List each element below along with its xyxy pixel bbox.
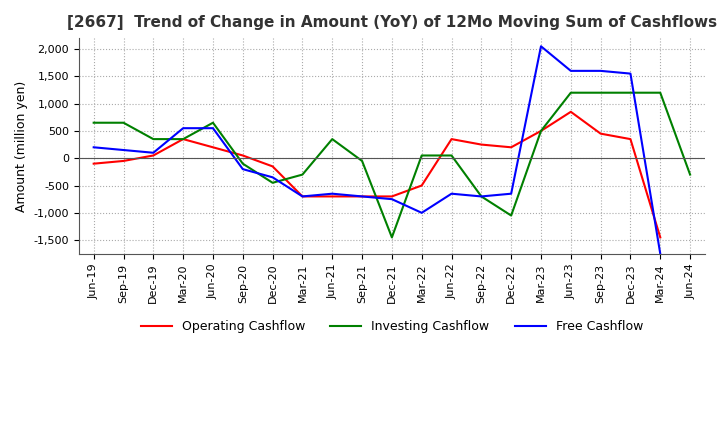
Investing Cashflow (89, 120, 98, 125)
Operating Cashflow (298, 194, 307, 199)
Investing Cashflow (418, 153, 426, 158)
Free Cashflow (656, 251, 665, 257)
Free Cashflow (626, 71, 635, 76)
Free Cashflow (209, 125, 217, 131)
Investing Cashflow (685, 172, 694, 177)
Free Cashflow (269, 175, 277, 180)
Free Cashflow (120, 147, 128, 153)
Free Cashflow (447, 191, 456, 196)
Operating Cashflow (238, 153, 247, 158)
Operating Cashflow (656, 235, 665, 240)
Free Cashflow (596, 68, 605, 73)
Investing Cashflow (536, 128, 545, 134)
Investing Cashflow (120, 120, 128, 125)
Investing Cashflow (209, 120, 217, 125)
Free Cashflow (418, 210, 426, 216)
Operating Cashflow (507, 145, 516, 150)
Investing Cashflow (238, 161, 247, 166)
Title: [2667]  Trend of Change in Amount (YoY) of 12Mo Moving Sum of Cashflows: [2667] Trend of Change in Amount (YoY) o… (67, 15, 717, 30)
Investing Cashflow (447, 153, 456, 158)
Operating Cashflow (536, 128, 545, 134)
Free Cashflow (328, 191, 336, 196)
Operating Cashflow (120, 158, 128, 164)
Line: Free Cashflow: Free Cashflow (94, 46, 660, 254)
Line: Investing Cashflow: Investing Cashflow (94, 93, 690, 237)
Operating Cashflow (447, 136, 456, 142)
Investing Cashflow (626, 90, 635, 95)
Investing Cashflow (179, 136, 187, 142)
Operating Cashflow (626, 136, 635, 142)
Investing Cashflow (328, 136, 336, 142)
Investing Cashflow (507, 213, 516, 218)
Free Cashflow (89, 145, 98, 150)
Investing Cashflow (149, 136, 158, 142)
Investing Cashflow (477, 194, 486, 199)
Free Cashflow (507, 191, 516, 196)
Y-axis label: Amount (million yen): Amount (million yen) (15, 81, 28, 212)
Operating Cashflow (477, 142, 486, 147)
Operating Cashflow (269, 164, 277, 169)
Legend: Operating Cashflow, Investing Cashflow, Free Cashflow: Operating Cashflow, Investing Cashflow, … (135, 315, 648, 338)
Free Cashflow (298, 194, 307, 199)
Investing Cashflow (567, 90, 575, 95)
Investing Cashflow (358, 158, 366, 164)
Operating Cashflow (149, 153, 158, 158)
Investing Cashflow (656, 90, 665, 95)
Free Cashflow (149, 150, 158, 155)
Operating Cashflow (418, 183, 426, 188)
Free Cashflow (238, 166, 247, 172)
Operating Cashflow (179, 136, 187, 142)
Operating Cashflow (89, 161, 98, 166)
Free Cashflow (567, 68, 575, 73)
Investing Cashflow (596, 90, 605, 95)
Operating Cashflow (567, 109, 575, 114)
Operating Cashflow (596, 131, 605, 136)
Operating Cashflow (328, 194, 336, 199)
Operating Cashflow (209, 145, 217, 150)
Line: Operating Cashflow: Operating Cashflow (94, 112, 660, 237)
Free Cashflow (358, 194, 366, 199)
Investing Cashflow (298, 172, 307, 177)
Free Cashflow (536, 44, 545, 49)
Free Cashflow (477, 194, 486, 199)
Investing Cashflow (387, 235, 396, 240)
Investing Cashflow (269, 180, 277, 185)
Free Cashflow (387, 197, 396, 202)
Operating Cashflow (387, 194, 396, 199)
Free Cashflow (179, 125, 187, 131)
Operating Cashflow (358, 194, 366, 199)
